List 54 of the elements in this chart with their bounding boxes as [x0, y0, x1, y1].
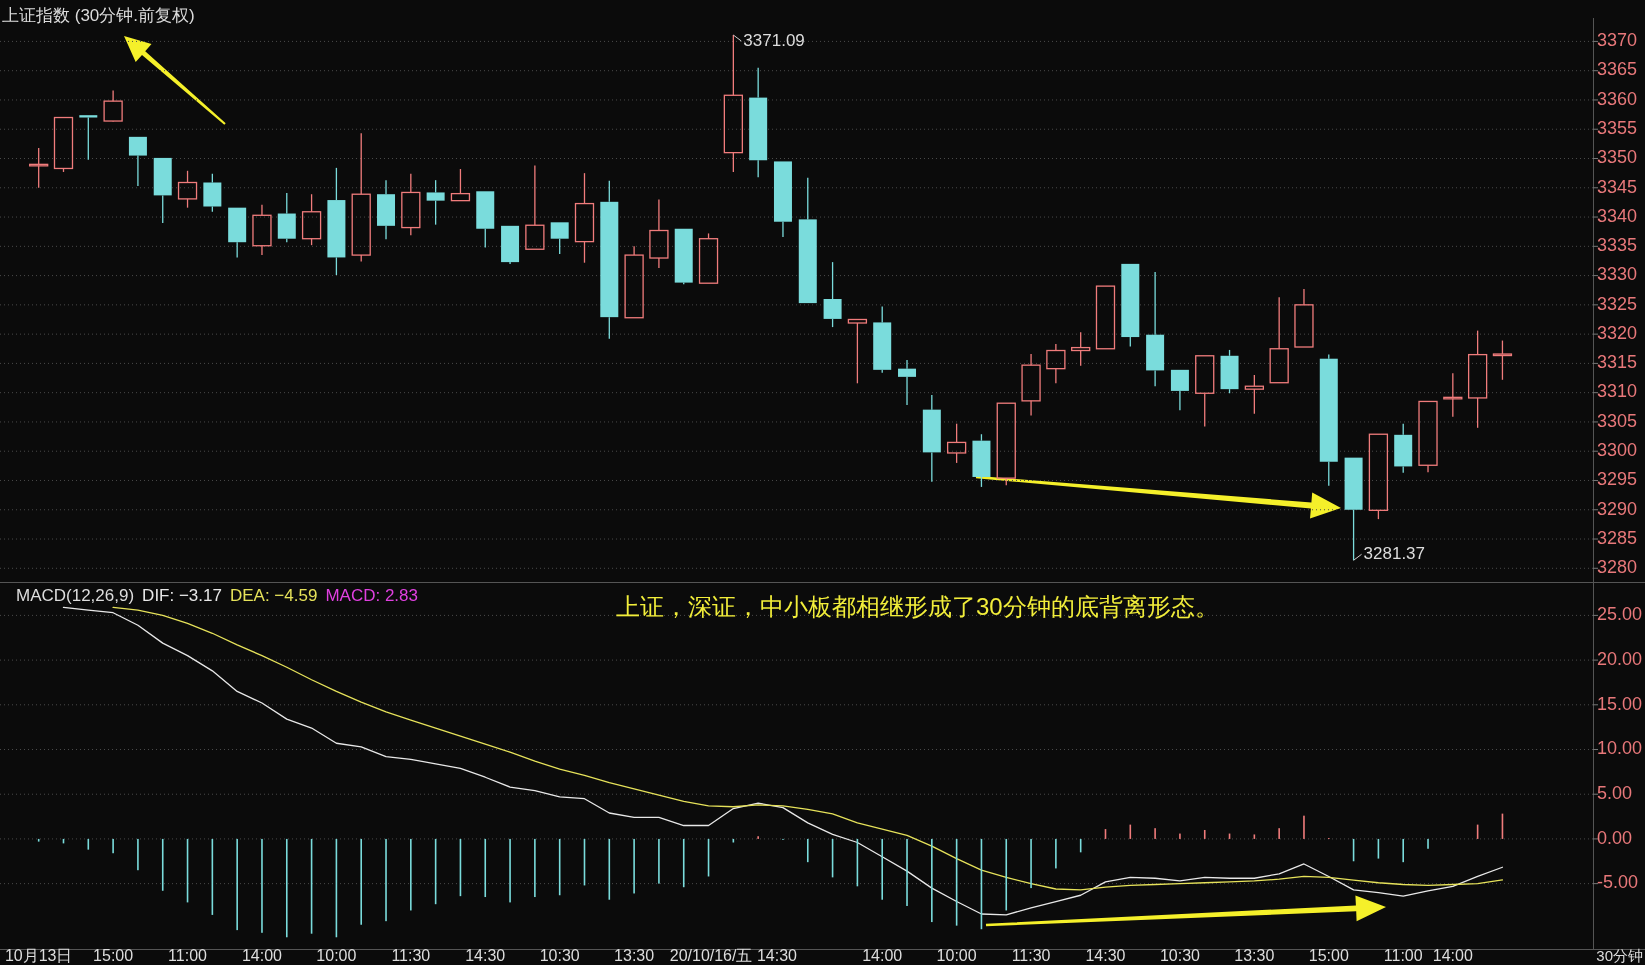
x-tick-label: 11:00 — [168, 947, 208, 965]
x-tick-label: 10:30 — [539, 947, 580, 965]
x-tick-label: 15:00 — [93, 947, 134, 965]
y-tick-label: 3325 — [1597, 293, 1638, 314]
series-label: DIF: −3.17 — [142, 586, 222, 606]
y-tick-label: 3285 — [1597, 527, 1638, 548]
y-tick-label: 3360 — [1597, 88, 1638, 109]
x-tick-label: 15:00 — [1308, 947, 1349, 965]
annotation: 3281.37 — [1363, 543, 1426, 563]
x-tick-label: 20/10/16/五 14:30 — [669, 947, 798, 965]
chart-title: MACD(12,26,9) — [16, 586, 135, 606]
x-tick-label: 13:30 — [614, 947, 655, 965]
x-tick-label: 14:00 — [241, 947, 283, 965]
x-tick-label: 10月13日 — [4, 947, 73, 965]
y-tick-label: -5.00 — [1597, 872, 1639, 893]
x-tick-label: 13:30 — [1234, 947, 1275, 965]
y-tick-label: 20.00 — [1597, 648, 1643, 669]
y-tick-label: 3350 — [1597, 147, 1638, 168]
y-tick-label: 3290 — [1597, 498, 1638, 519]
y-tick-label: 0.00 — [1597, 827, 1633, 848]
y-tick-label: 3280 — [1597, 557, 1638, 578]
y-tick-label: 15.00 — [1597, 693, 1643, 714]
chart-title: 上证指数 (30分钟.前复权) — [2, 6, 195, 26]
y-tick-label: 3310 — [1597, 381, 1638, 402]
x-tick-label: 11:30 — [1011, 947, 1051, 965]
y-tick-label: 3305 — [1597, 410, 1638, 431]
annotation: 上证，深证，中小板都相继形成了30分钟的底背离形态。 — [616, 593, 1219, 621]
y-tick-label: 3295 — [1597, 469, 1638, 490]
y-tick-label: 3300 — [1597, 439, 1638, 460]
x-tick-label: 11:30 — [391, 947, 431, 965]
y-tick-label: 3335 — [1597, 235, 1638, 256]
y-tick-label: 3355 — [1597, 117, 1638, 138]
x-tick-label: 14:30 — [1085, 947, 1126, 965]
y-tick-label: 3340 — [1597, 205, 1638, 226]
annotation: MACD: 2.83 — [325, 586, 418, 606]
y-tick-label: 10.00 — [1597, 738, 1643, 759]
y-tick-label: 3330 — [1597, 264, 1638, 285]
x-tick-label: 14:30 — [465, 947, 506, 965]
y-tick-label: 3365 — [1597, 59, 1638, 80]
y-tick-label: 3345 — [1597, 176, 1638, 197]
x-tick-label: 14:00 — [862, 947, 903, 965]
series-label: DEA: −4.59 — [229, 586, 318, 606]
y-tick-label: 3320 — [1597, 322, 1638, 343]
x-tick-label: 10:00 — [316, 947, 357, 965]
x-tick-label: 14:00 — [1432, 947, 1473, 965]
x-tick-label: 11:00 — [1383, 947, 1423, 965]
x-tick-label: 10:30 — [1159, 947, 1201, 965]
y-tick-label: 3315 — [1597, 352, 1638, 373]
y-tick-label: 3370 — [1597, 30, 1638, 51]
y-tick-label: 25.00 — [1597, 604, 1643, 625]
x-tick-label: 10:00 — [936, 947, 977, 965]
annotation: 3371.09 — [743, 30, 805, 50]
y-tick-label: 5.00 — [1597, 782, 1633, 803]
text: 30分钟 — [1596, 946, 1643, 964]
